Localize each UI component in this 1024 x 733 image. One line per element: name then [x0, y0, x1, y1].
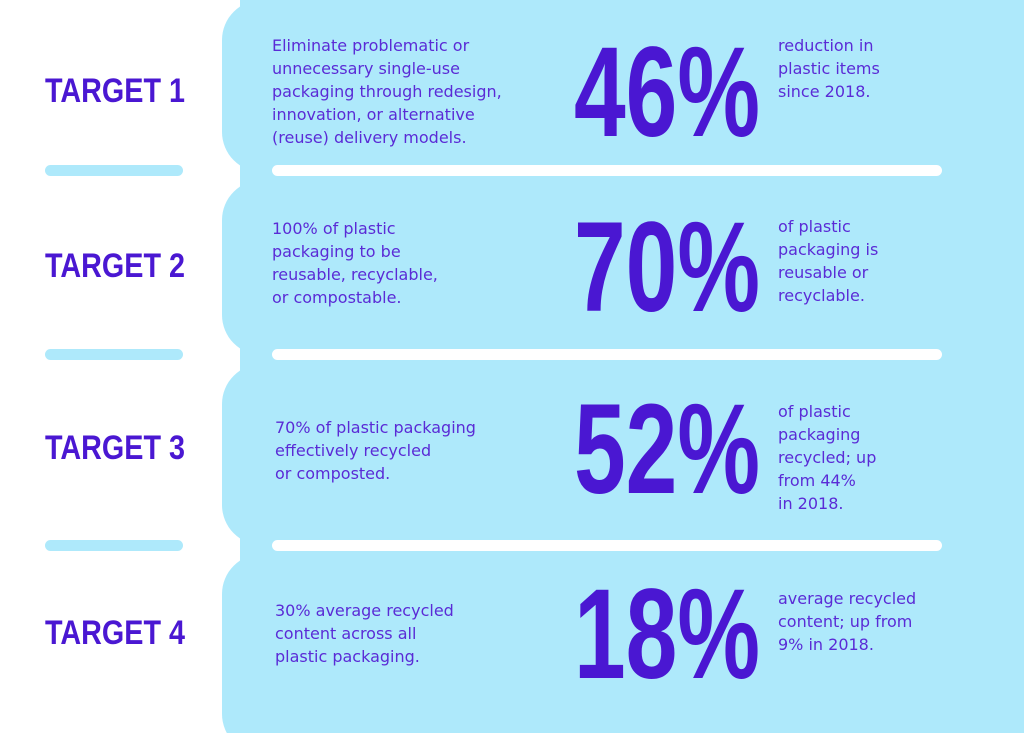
description-line: 30% average recycled: [275, 601, 454, 620]
note-line: recycled; up: [778, 448, 876, 467]
target-label: TARGET 2: [45, 247, 185, 285]
description-line: innovation, or alternative: [272, 105, 475, 124]
note-line: recyclable.: [778, 286, 865, 305]
note-line: reusable or: [778, 263, 869, 282]
description-line: unnecessary single-use: [272, 59, 460, 78]
description-line: 100% of plastic: [272, 219, 396, 238]
description-line: packaging through redesign,: [272, 82, 502, 101]
description-line: 70% of plastic packaging: [275, 418, 476, 437]
stat-value: 70%: [574, 196, 760, 339]
note-line: in 2018.: [778, 494, 843, 513]
note-line: of plastic: [778, 217, 851, 236]
note-line: since 2018.: [778, 82, 870, 101]
description-line: (reuse) delivery models.: [272, 128, 467, 147]
stat-value: 18%: [574, 563, 760, 706]
note-line: packaging: [778, 425, 860, 444]
note-line: average recycled: [778, 589, 916, 608]
description-line: reusable, recyclable,: [272, 265, 438, 284]
stat-value: 52%: [574, 378, 760, 521]
description-line: packaging to be: [272, 242, 401, 261]
description-line: content across all: [275, 624, 416, 643]
note-line: 9% in 2018.: [778, 635, 874, 654]
description-line: effectively recycled: [275, 441, 431, 460]
target-label: TARGET 4: [45, 614, 185, 652]
note-line: content; up from: [778, 612, 912, 631]
stat-value: 46%: [574, 21, 760, 164]
description-line: or composted.: [275, 464, 390, 483]
target-label: TARGET 3: [45, 429, 185, 467]
note-line: from 44%: [778, 471, 856, 490]
note-line: plastic items: [778, 59, 880, 78]
description-line: Eliminate problematic or: [272, 36, 470, 55]
note-line: of plastic: [778, 402, 851, 421]
description-line: or compostable.: [272, 288, 402, 307]
note-line: reduction in: [778, 36, 873, 55]
target-label: TARGET 1: [45, 72, 185, 110]
separators: [45, 165, 942, 551]
background-panel: [222, 0, 1024, 733]
description-line: plastic packaging.: [275, 647, 420, 666]
note-line: packaging is: [778, 240, 878, 259]
